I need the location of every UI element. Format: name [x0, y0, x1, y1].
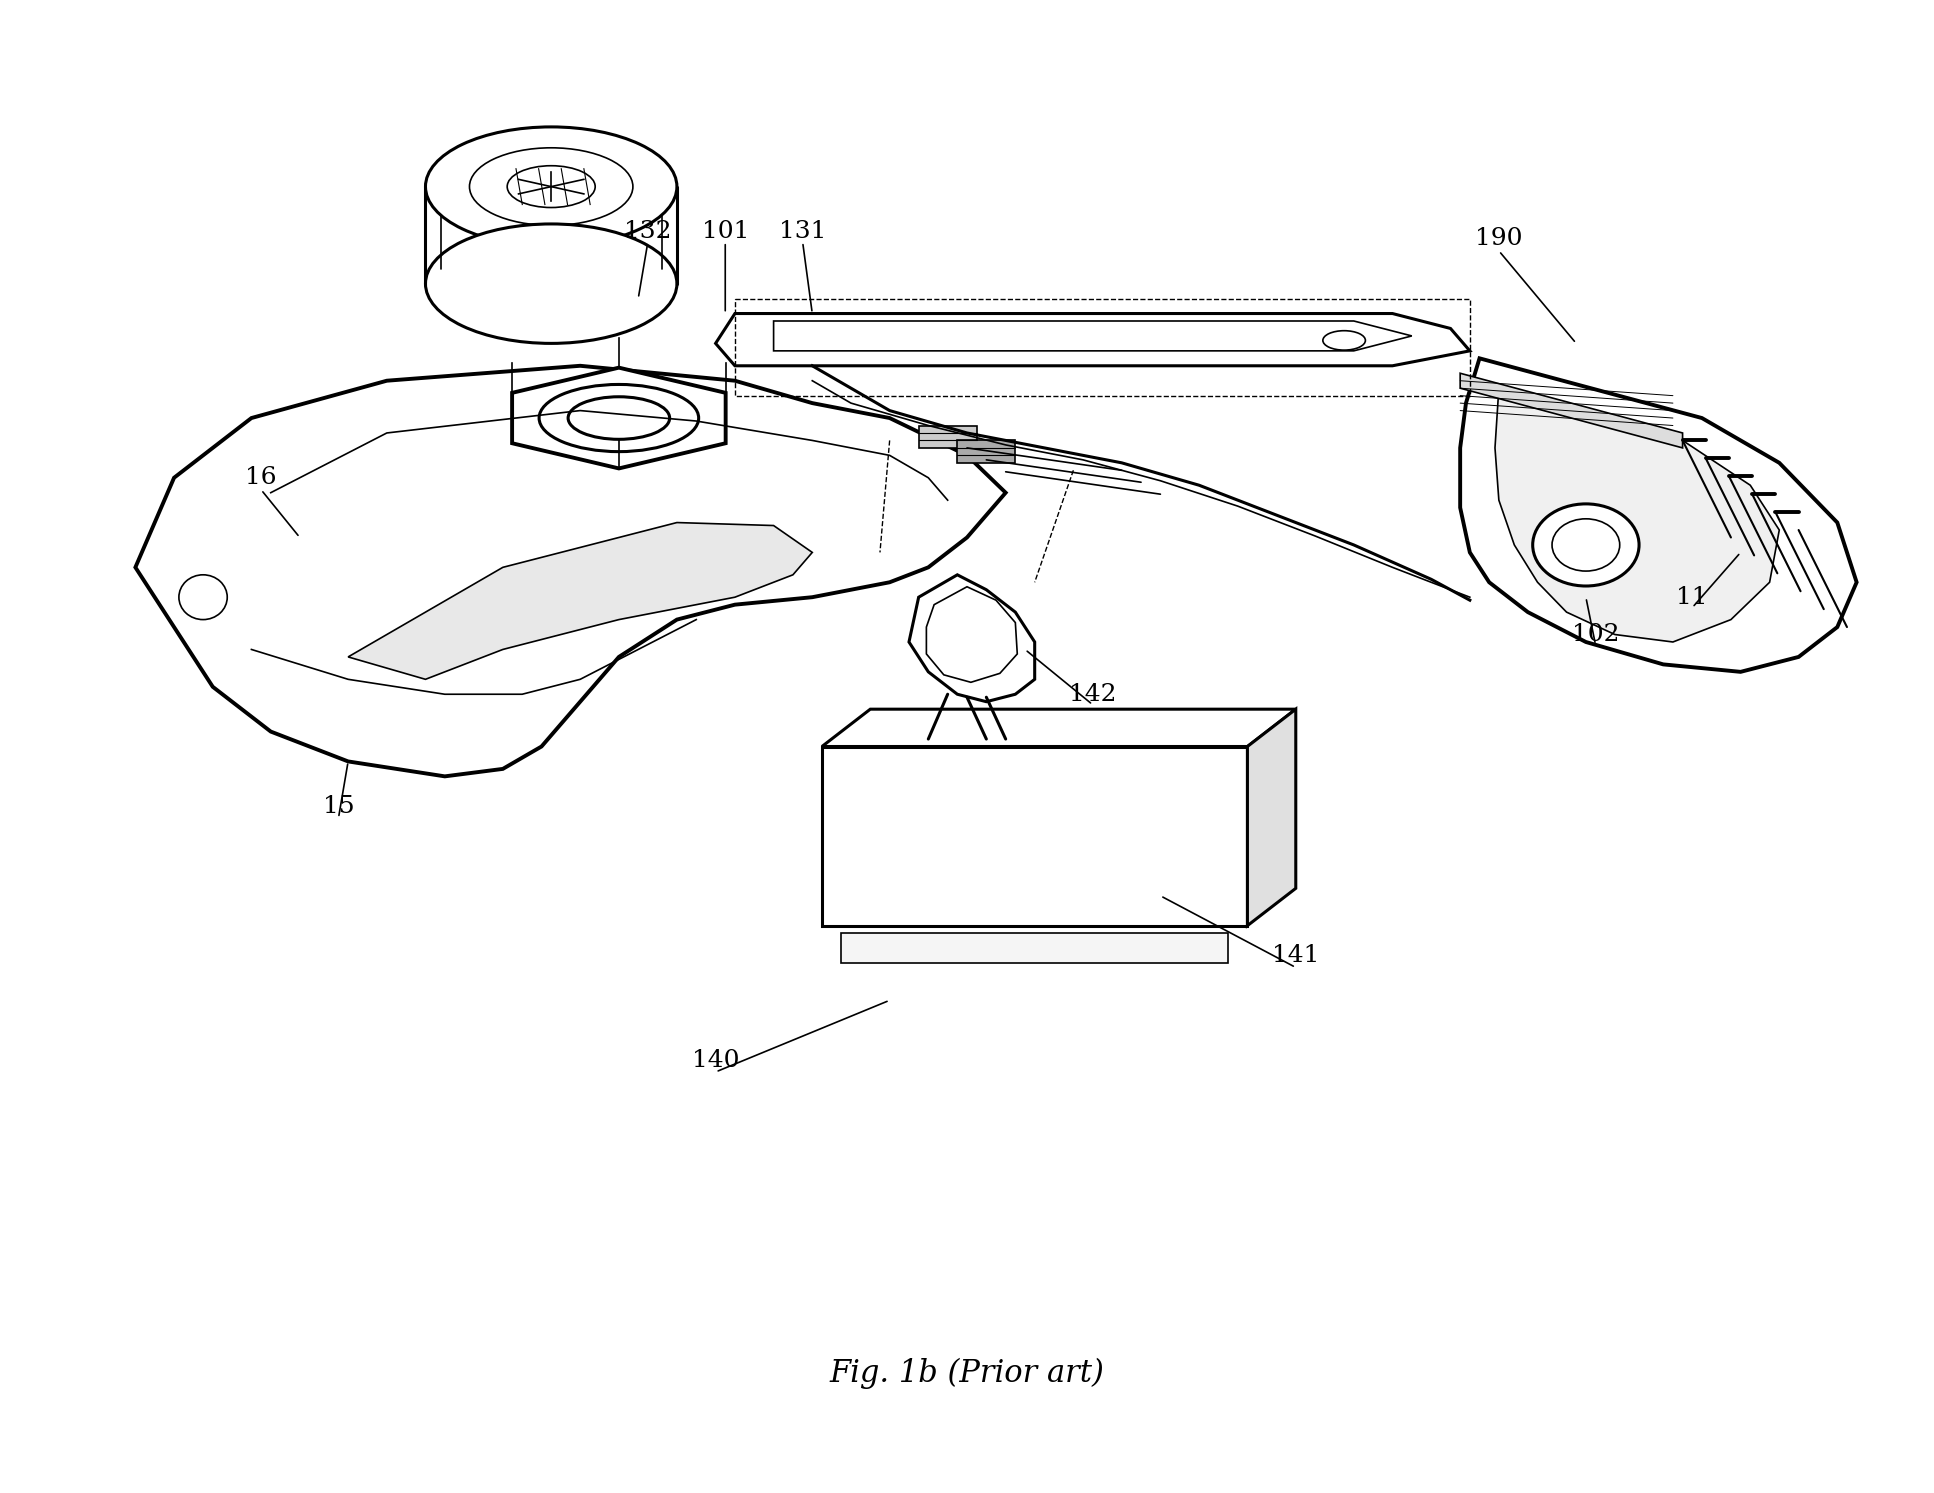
Polygon shape — [513, 367, 725, 469]
Text: 102: 102 — [1572, 623, 1619, 646]
Polygon shape — [716, 314, 1470, 366]
Text: 141: 141 — [1273, 944, 1319, 967]
Ellipse shape — [1551, 518, 1619, 572]
Polygon shape — [1460, 373, 1683, 448]
Ellipse shape — [569, 397, 669, 439]
Polygon shape — [841, 933, 1228, 963]
Text: Fig. 1b (Prior art): Fig. 1b (Prior art) — [830, 1359, 1104, 1388]
Polygon shape — [957, 440, 1015, 463]
Ellipse shape — [470, 148, 632, 225]
Text: 16: 16 — [246, 466, 277, 490]
Ellipse shape — [178, 575, 226, 620]
Polygon shape — [1247, 709, 1296, 926]
Text: 131: 131 — [779, 219, 826, 243]
Text: 132: 132 — [625, 219, 671, 243]
Text: 101: 101 — [702, 219, 748, 243]
Polygon shape — [135, 366, 1006, 776]
Text: 11: 11 — [1677, 585, 1708, 609]
Polygon shape — [1460, 358, 1857, 672]
Text: 15: 15 — [323, 794, 354, 818]
Ellipse shape — [425, 224, 677, 343]
Polygon shape — [348, 523, 812, 679]
Text: 140: 140 — [692, 1048, 739, 1072]
Ellipse shape — [1532, 503, 1638, 585]
Text: 190: 190 — [1476, 227, 1522, 251]
Ellipse shape — [540, 385, 698, 451]
Polygon shape — [909, 575, 1035, 702]
Ellipse shape — [1323, 331, 1365, 351]
Polygon shape — [919, 426, 977, 448]
Text: 142: 142 — [1070, 682, 1116, 706]
Ellipse shape — [425, 127, 677, 246]
Polygon shape — [822, 746, 1247, 926]
Polygon shape — [822, 709, 1296, 746]
Polygon shape — [1495, 388, 1779, 642]
